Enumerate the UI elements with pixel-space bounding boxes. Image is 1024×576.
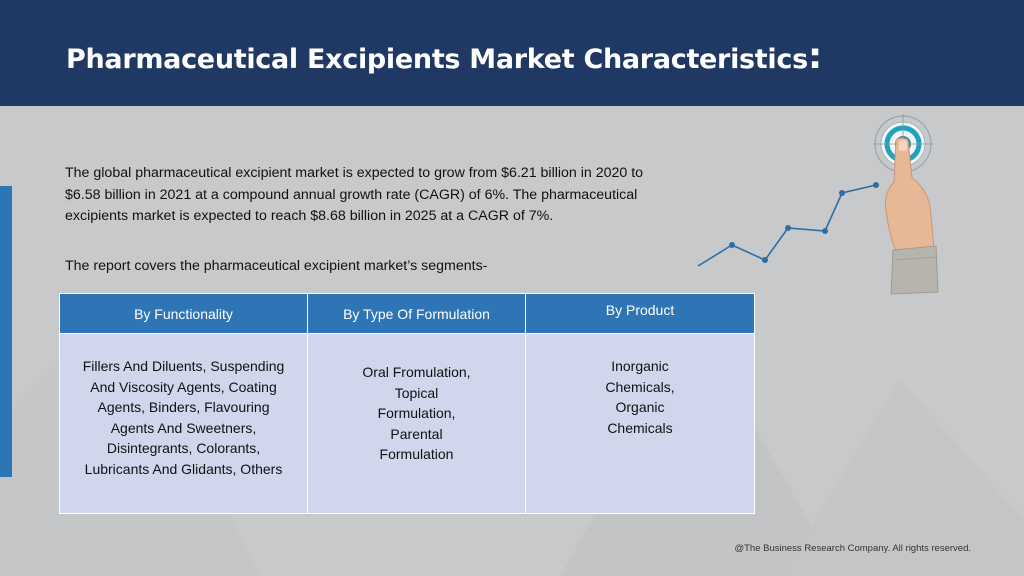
hand-touching-target-growth-chart-icon [697, 114, 939, 295]
cell-line: And Viscosity Agents, Coating [90, 378, 277, 395]
cell-line: Inorganic [611, 358, 669, 374]
cell-line: Chemicals [607, 419, 673, 436]
intro-paragraph: The global pharmaceutical excipient mark… [65, 165, 644, 224]
copyright-footer: @The Business Research Company. All righ… [734, 543, 971, 554]
cell-line: Chemicals, [605, 378, 675, 395]
cell-line: Organic [615, 399, 665, 415]
cell-line: Formulation, [377, 405, 456, 421]
cell-line: Agents And Sweetners, [110, 419, 257, 436]
left-accent-bar [0, 186, 12, 477]
cell-line: Formulation [379, 446, 454, 462]
cell-line: Disintegrants, Colorants, [106, 440, 261, 456]
header-by-product: By Product [525, 293, 755, 334]
cell-line: Topical [394, 384, 439, 401]
cell-line: Agents, Binders, Flavouring [97, 399, 270, 415]
cell-line: Parental [390, 425, 443, 442]
cell-line: Lubricants And Glidants, Others [84, 460, 283, 477]
header-by-functionality: By Functionality [59, 293, 308, 334]
segments-intro-text: The report covers the pharmaceutical exc… [65, 258, 488, 274]
functionality-cell: Fillers And Diluents, Suspending And Vis… [59, 333, 308, 514]
product-cell: Inorganic Chemicals, Organic Chemicals [525, 333, 755, 514]
page-title: Pharmaceutical Excipients Market Charact… [66, 36, 822, 77]
cell-line: Oral Fromulation, [362, 364, 471, 380]
header-band: Pharmaceutical Excipients Market Charact… [0, 0, 1024, 106]
formulation-cell: Oral Fromulation, Topical Formulation, P… [307, 333, 526, 514]
header-by-type-of-formulation: By Type Of Formulation [307, 293, 526, 334]
title-colon: : [807, 36, 822, 77]
table-header-row: By Functionality By Type Of Formulation … [59, 293, 755, 334]
segments-table: By Functionality By Type Of Formulation … [59, 293, 755, 514]
table-row: Fillers And Diluents, Suspending And Vis… [59, 333, 755, 514]
cell-line: Fillers And Diluents, Suspending [82, 358, 285, 374]
